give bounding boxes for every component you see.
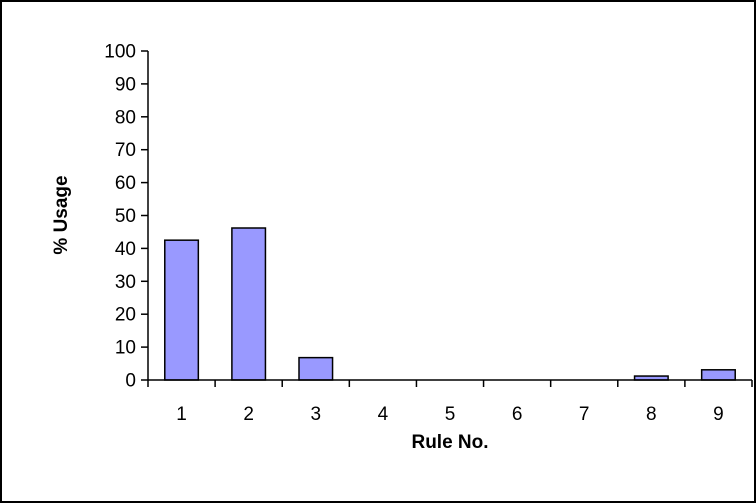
x-tick-label: 3 — [310, 404, 321, 425]
bar-rule-9 — [700, 369, 736, 381]
x-tick-label: 5 — [445, 404, 456, 425]
y-tick-label: 60 — [115, 173, 136, 194]
y-tick-label: 40 — [115, 239, 136, 260]
y-tick-label: 0 — [125, 371, 136, 392]
x-tick-label: 1 — [176, 404, 187, 425]
y-axis-title: % Usage — [51, 175, 72, 254]
x-axis-title: Rule No. — [411, 432, 488, 453]
y-tick-label: 30 — [115, 272, 136, 293]
y-ticks-group: 0 10 20 30 40 50 60 70 80 90 100 — [104, 42, 148, 392]
y-tick-label: 100 — [104, 42, 136, 63]
x-tick-label: 6 — [512, 404, 523, 425]
y-tick-label: 80 — [115, 107, 136, 128]
bars-group — [164, 227, 736, 381]
bar-rule-2 — [231, 227, 267, 381]
bar-rule-3 — [298, 356, 334, 381]
y-tick-label: 50 — [115, 206, 136, 227]
y-tick-label: 10 — [115, 338, 136, 359]
y-tick-label: 70 — [115, 140, 136, 161]
x-ticks-group: 1 2 3 4 5 6 7 8 9 — [147, 380, 753, 425]
y-tick-label: 20 — [115, 305, 136, 326]
x-tick-label: 4 — [378, 404, 389, 425]
y-tick-label: 90 — [115, 74, 136, 95]
x-tick-label: 9 — [713, 404, 724, 425]
x-tick-label: 8 — [646, 404, 657, 425]
bar-rule-1 — [164, 239, 200, 381]
x-tick-label: 2 — [243, 404, 254, 425]
x-tick-label: 7 — [579, 404, 590, 425]
